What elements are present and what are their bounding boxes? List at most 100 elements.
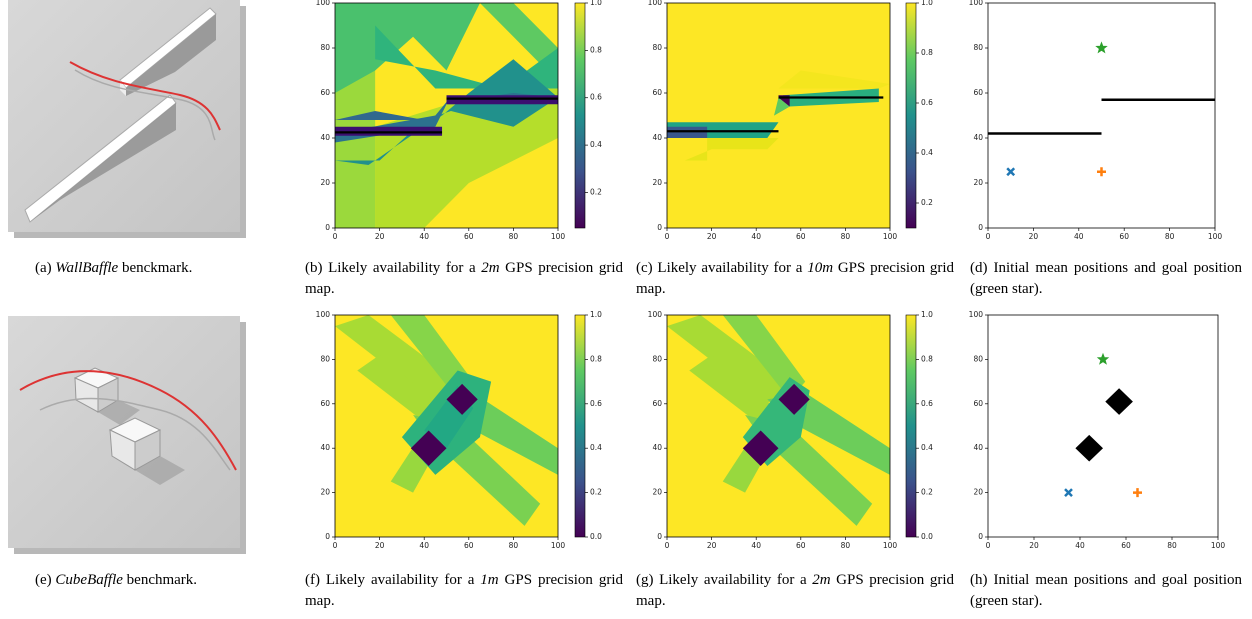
x-tick-label: 60 — [1119, 232, 1129, 241]
y-tick-label: 80 — [652, 43, 662, 52]
caption-part: (b) Likely availability for a — [305, 260, 482, 276]
y-tick-label: 20 — [320, 488, 330, 497]
y-tick-label: 100 — [969, 0, 984, 7]
x-tick-label: 20 — [707, 541, 717, 550]
axes-frame — [334, 2, 559, 229]
colorbar-tick-label: 0.4 — [921, 443, 933, 452]
caption: (e) CubeBaffle benchmark. — [35, 570, 245, 591]
caption-part: benchmark. — [122, 572, 198, 588]
start-marker — [1097, 167, 1106, 177]
caption: (c) Likely availability for a 10m GPS pr… — [636, 258, 954, 300]
caption: (h) Initial mean positions and goal posi… — [970, 570, 1242, 612]
colorbar-tick-label: 1.0 — [921, 0, 933, 7]
x-tick-label: 40 — [1074, 232, 1084, 241]
colorbar-tick-label: 0.2 — [590, 488, 602, 497]
caption-part: GPS precision grid map. — [636, 260, 954, 297]
x-tick-label: 80 — [509, 541, 519, 550]
colorbar-tick-label: 0.8 — [921, 354, 933, 363]
caption-part: (h) Initial mean positions and goal posi… — [970, 572, 1242, 609]
x-tick-label: 100 — [883, 232, 898, 241]
obstacles-h — [1075, 388, 1133, 462]
x-tick-label: 0 — [665, 541, 670, 550]
caption-part: (f) Likely availability for a — [305, 572, 481, 588]
y-tick-label: 20 — [652, 178, 662, 187]
y-tick-label: 40 — [652, 443, 662, 452]
colorbar — [574, 2, 586, 229]
caption: (b) Likely availability for a 2m GPS pre… — [305, 258, 623, 300]
y-tick-label: 20 — [973, 488, 983, 497]
axes-frame — [666, 314, 891, 538]
x-tick-label: 100 — [551, 541, 566, 550]
colorbar-tick-label: 0.4 — [590, 140, 602, 149]
x-tick-label: 80 — [1167, 541, 1177, 550]
caption-part: 10m — [807, 260, 834, 276]
y-tick-label: 40 — [973, 443, 983, 452]
heatmap-b — [335, 3, 558, 228]
y-tick-label: 100 — [316, 0, 331, 7]
x-tick-label: 20 — [375, 232, 385, 241]
x-tick-label: 60 — [1121, 541, 1131, 550]
axes-frame — [666, 2, 891, 229]
x-tick-label: 100 — [1208, 232, 1223, 241]
y-tick-label: 0 — [657, 532, 662, 541]
caption-part: (g) Likely availability for a — [636, 572, 813, 588]
x-tick-label: 60 — [796, 232, 806, 241]
x-tick-label: 80 — [841, 541, 851, 550]
x-tick-label: 20 — [1029, 232, 1039, 241]
x-tick-label: 0 — [333, 541, 338, 550]
x-tick-label: 40 — [419, 541, 429, 550]
colorbar-tick-label: 0.8 — [590, 354, 602, 363]
y-tick-label: 80 — [973, 43, 983, 52]
x-tick-label: 40 — [419, 232, 429, 241]
y-tick-label: 60 — [320, 399, 330, 408]
x-tick-label: 0 — [665, 232, 670, 241]
x-tick-label: 40 — [1075, 541, 1085, 550]
axes-frame — [987, 2, 1216, 229]
start-marker — [1006, 167, 1016, 177]
caption: (g) Likely availability for a 2m GPS pre… — [636, 570, 954, 612]
colorbar-tick-label: 1.0 — [590, 0, 602, 7]
colorbar-tick-label: 0.4 — [921, 148, 933, 157]
x-tick-label: 20 — [707, 232, 717, 241]
x-tick-label: 60 — [464, 232, 474, 241]
cubebaffle-render — [8, 316, 246, 554]
x-tick-label: 100 — [1211, 541, 1226, 550]
y-tick-label: 0 — [325, 532, 330, 541]
goal-marker — [1096, 352, 1110, 365]
x-tick-label: 60 — [796, 541, 806, 550]
x-tick-label: 40 — [751, 541, 761, 550]
y-tick-label: 20 — [652, 488, 662, 497]
y-tick-label: 40 — [652, 133, 662, 142]
heatmap-f — [335, 315, 558, 537]
y-tick-label: 60 — [320, 88, 330, 97]
start-marker — [1133, 488, 1142, 498]
colorbar — [905, 2, 917, 229]
y-tick-label: 40 — [973, 133, 983, 142]
goal-marker — [1095, 41, 1108, 54]
y-tick-label: 80 — [652, 354, 662, 363]
x-tick-label: 80 — [509, 232, 519, 241]
y-tick-label: 80 — [320, 43, 330, 52]
wallbaffle-render — [8, 0, 246, 238]
y-tick-label: 80 — [320, 354, 330, 363]
x-tick-label: 80 — [841, 232, 851, 241]
y-tick-label: 100 — [969, 310, 984, 319]
start-marker — [1064, 488, 1073, 497]
y-tick-label: 40 — [320, 133, 330, 142]
y-tick-label: 0 — [657, 223, 662, 232]
x-tick-label: 20 — [1029, 541, 1039, 550]
colorbar — [905, 314, 917, 538]
x-tick-label: 40 — [751, 232, 761, 241]
axes-frame — [987, 314, 1219, 538]
y-tick-label: 20 — [320, 178, 330, 187]
y-tick-label: 0 — [325, 223, 330, 232]
y-tick-label: 100 — [648, 0, 663, 7]
x-tick-label: 0 — [986, 541, 991, 550]
colorbar-tick-label: 0.0 — [590, 532, 602, 541]
y-tick-label: 100 — [648, 310, 663, 319]
colorbar-tick-label: 0.2 — [921, 198, 933, 207]
heatmap-g — [667, 315, 890, 537]
x-tick-label: 60 — [464, 541, 474, 550]
colorbar — [574, 314, 586, 538]
